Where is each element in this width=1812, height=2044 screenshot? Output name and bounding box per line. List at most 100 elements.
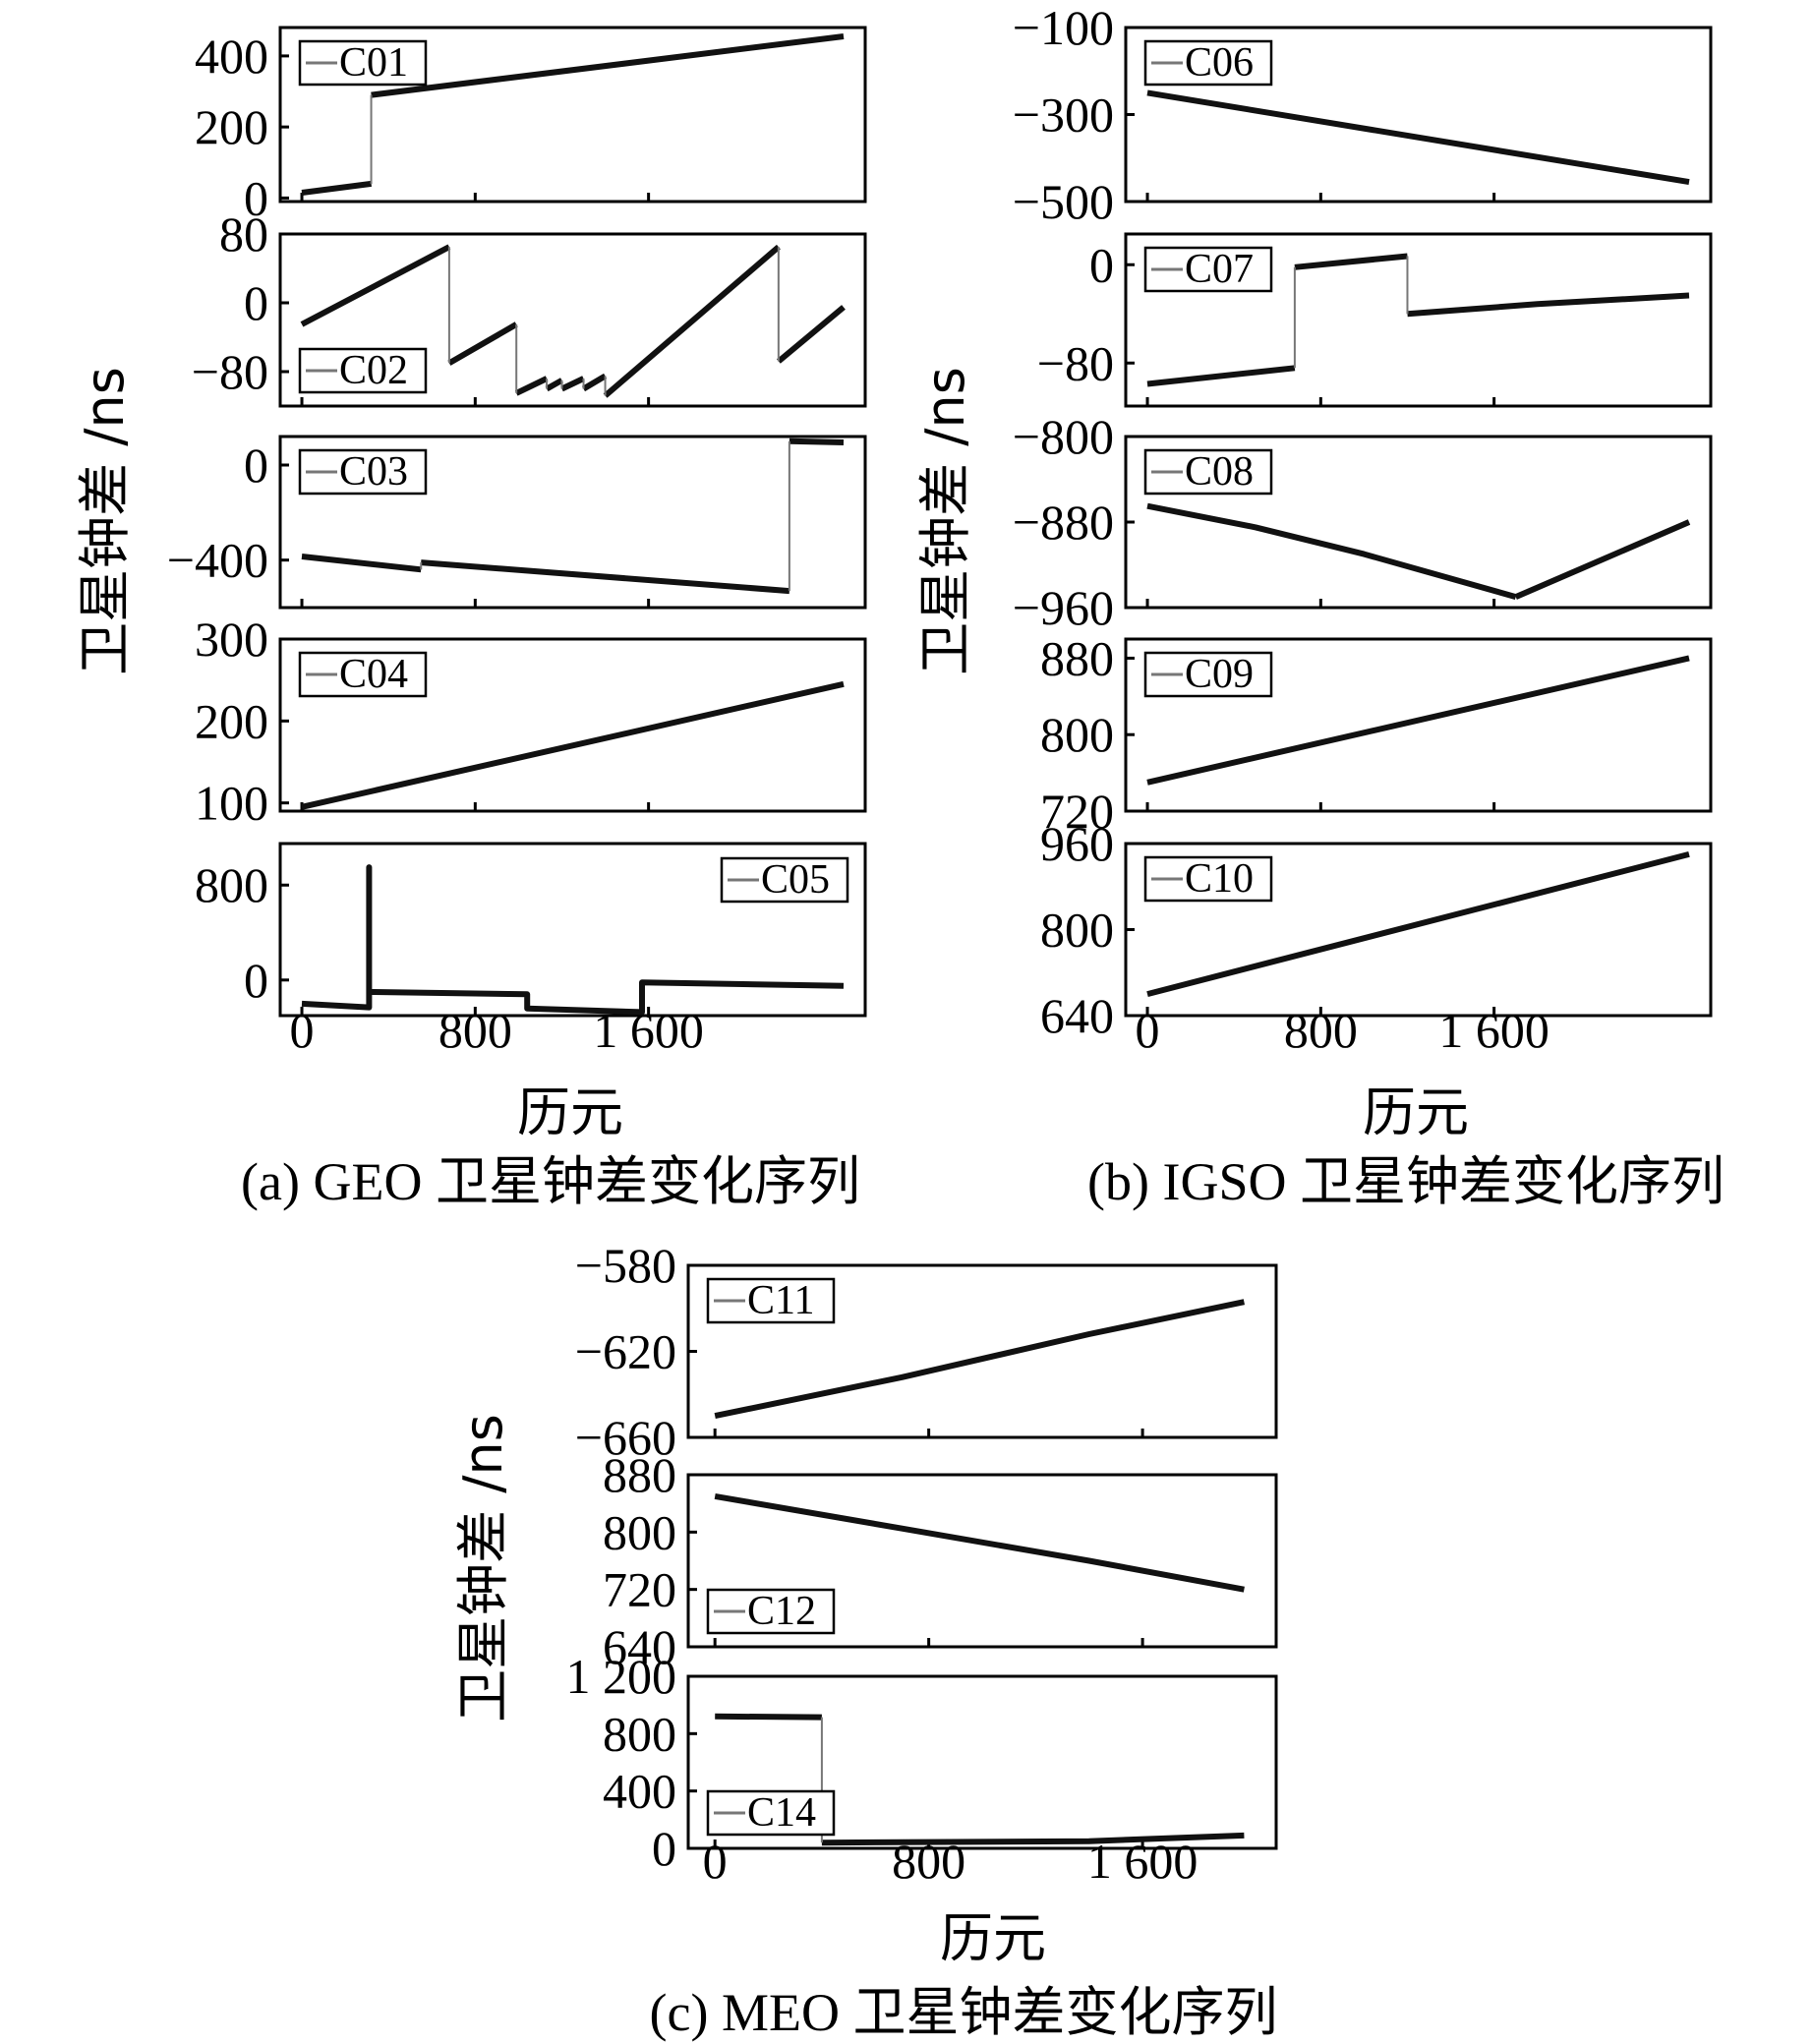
series-line-c03 [420, 559, 790, 595]
y-tick-label: −800 [1013, 409, 1114, 464]
y-tick-label: −100 [1013, 0, 1114, 55]
series-line-c08 [1514, 519, 1691, 600]
y-tick-label: 80 [219, 206, 268, 262]
y-tick-label: 800 [195, 857, 268, 912]
series-line-c12 [714, 1492, 1245, 1593]
y-tick-label: 960 [1040, 816, 1114, 871]
legend: C04 [298, 651, 428, 698]
x-tick-label: 0 [1136, 1003, 1160, 1058]
y-tick-label: 640 [1040, 988, 1114, 1043]
series-line-c05 [301, 864, 845, 1016]
igso-y-axis-title: 卫星钟差 /ns [914, 367, 976, 675]
legend-label: C05 [761, 857, 830, 903]
y-tick-label: 200 [195, 693, 268, 748]
legend-label: C12 [747, 1589, 816, 1634]
panel-frame [278, 842, 867, 1018]
series-line-c03 [301, 554, 422, 573]
series-line-c07 [1294, 253, 1408, 270]
legend-label: C07 [1185, 247, 1254, 292]
series-line-c08 [1146, 502, 1517, 600]
y-tick-label: 800 [1040, 903, 1114, 958]
y-tick-label: 100 [195, 776, 268, 831]
panel-c01: 0 200 400 C01 [195, 26, 867, 225]
y-tick-label: −880 [1013, 495, 1114, 550]
legend: C07 [1143, 246, 1273, 293]
x-tick-label: 1 600 [593, 1003, 704, 1058]
panel-c07: 0 −80 C07 [1037, 232, 1713, 408]
series-line-c07 [1146, 365, 1296, 387]
series-line-c04 [301, 680, 845, 810]
meo-x-axis-title: 历元 [940, 1907, 1046, 1969]
legend-label: C06 [1185, 40, 1254, 86]
legend-label: C10 [1185, 856, 1254, 902]
x-tick-label: 1 600 [1438, 1003, 1549, 1058]
series-line-c02 [581, 373, 608, 392]
legend: C12 [706, 1588, 836, 1635]
igso-chart-group: 卫星钟差 /ns −100 −300 −500 C06 0 −80 C07 −800 −880 −… [914, 0, 1724, 1211]
y-tick-label: −620 [575, 1324, 676, 1379]
geo-x-axis-title: 历元 [517, 1081, 623, 1143]
y-tick-label: 800 [1040, 707, 1114, 762]
panel-frame [1124, 637, 1713, 813]
series-line-c01 [371, 33, 845, 98]
y-tick-label: −80 [192, 344, 268, 399]
x-tick-label: 800 [892, 1834, 965, 1889]
igso-x-axis-title: 历元 [1363, 1081, 1469, 1143]
y-tick-label: −80 [1037, 335, 1114, 390]
x-tick-label: 0 [703, 1834, 728, 1889]
igso-caption: (b) IGSO 卫星钟差变化序列 [1087, 1152, 1724, 1211]
series-line-c02 [776, 305, 846, 364]
series-line-c11 [714, 1299, 1246, 1420]
panel-frame [1124, 232, 1713, 408]
series-line-c02 [300, 244, 451, 327]
series-line-c07 [1407, 292, 1690, 318]
y-tick-label: 720 [1040, 784, 1114, 839]
panel-c06: −100 −300 −500 C06 [1013, 0, 1713, 229]
legend-label: C08 [1185, 449, 1254, 495]
y-tick-label: −500 [1013, 174, 1114, 229]
y-tick-label: 400 [603, 1764, 676, 1819]
panel-c05: 0 800 C05 [195, 842, 867, 1018]
panel-c10: 960 800 640 C10 [1040, 816, 1713, 1043]
panel-frame [686, 1674, 1278, 1850]
series-line-c03 [789, 438, 845, 445]
legend: C02 [298, 347, 428, 394]
legend-label: C04 [339, 652, 408, 697]
y-tick-label: 0 [244, 953, 268, 1008]
panel-frame [278, 26, 867, 204]
y-tick-label: −400 [167, 533, 268, 588]
y-tick-label: 800 [603, 1706, 676, 1761]
x-tick-label: 0 [290, 1003, 315, 1058]
legend: C14 [706, 1789, 836, 1837]
y-tick-label: 880 [603, 1447, 676, 1502]
y-tick-label: 880 [1040, 630, 1114, 685]
panel-c11: −580 −620 −660 C11 [575, 1238, 1278, 1465]
panel-c04: 100 200 300 C04 [195, 612, 867, 831]
legend-label: C01 [339, 40, 408, 86]
series-line-c01 [301, 180, 372, 196]
x-tick-label: 800 [1284, 1003, 1358, 1058]
y-tick-label: 0 [244, 275, 268, 330]
panel-c08: −800 −880 −960 C08 [1013, 409, 1713, 635]
y-tick-label: −300 [1013, 88, 1114, 143]
y-tick-label: 0 [652, 1821, 676, 1876]
series-line-c14 [715, 1713, 822, 1721]
legend: C11 [706, 1277, 836, 1324]
series-line-c06 [1146, 89, 1690, 186]
legend-box [1143, 651, 1273, 698]
y-tick-label: −660 [575, 1410, 676, 1465]
panel-frame [278, 637, 867, 813]
series-line-c02 [447, 321, 518, 366]
y-tick-label: −580 [575, 1238, 676, 1293]
y-tick-label: 720 [603, 1562, 676, 1617]
legend: C01 [298, 39, 428, 87]
x-tick-label: 800 [438, 1003, 512, 1058]
legend: C05 [720, 856, 849, 904]
y-tick-label: 200 [195, 99, 268, 154]
legend: C09 [1143, 651, 1273, 698]
